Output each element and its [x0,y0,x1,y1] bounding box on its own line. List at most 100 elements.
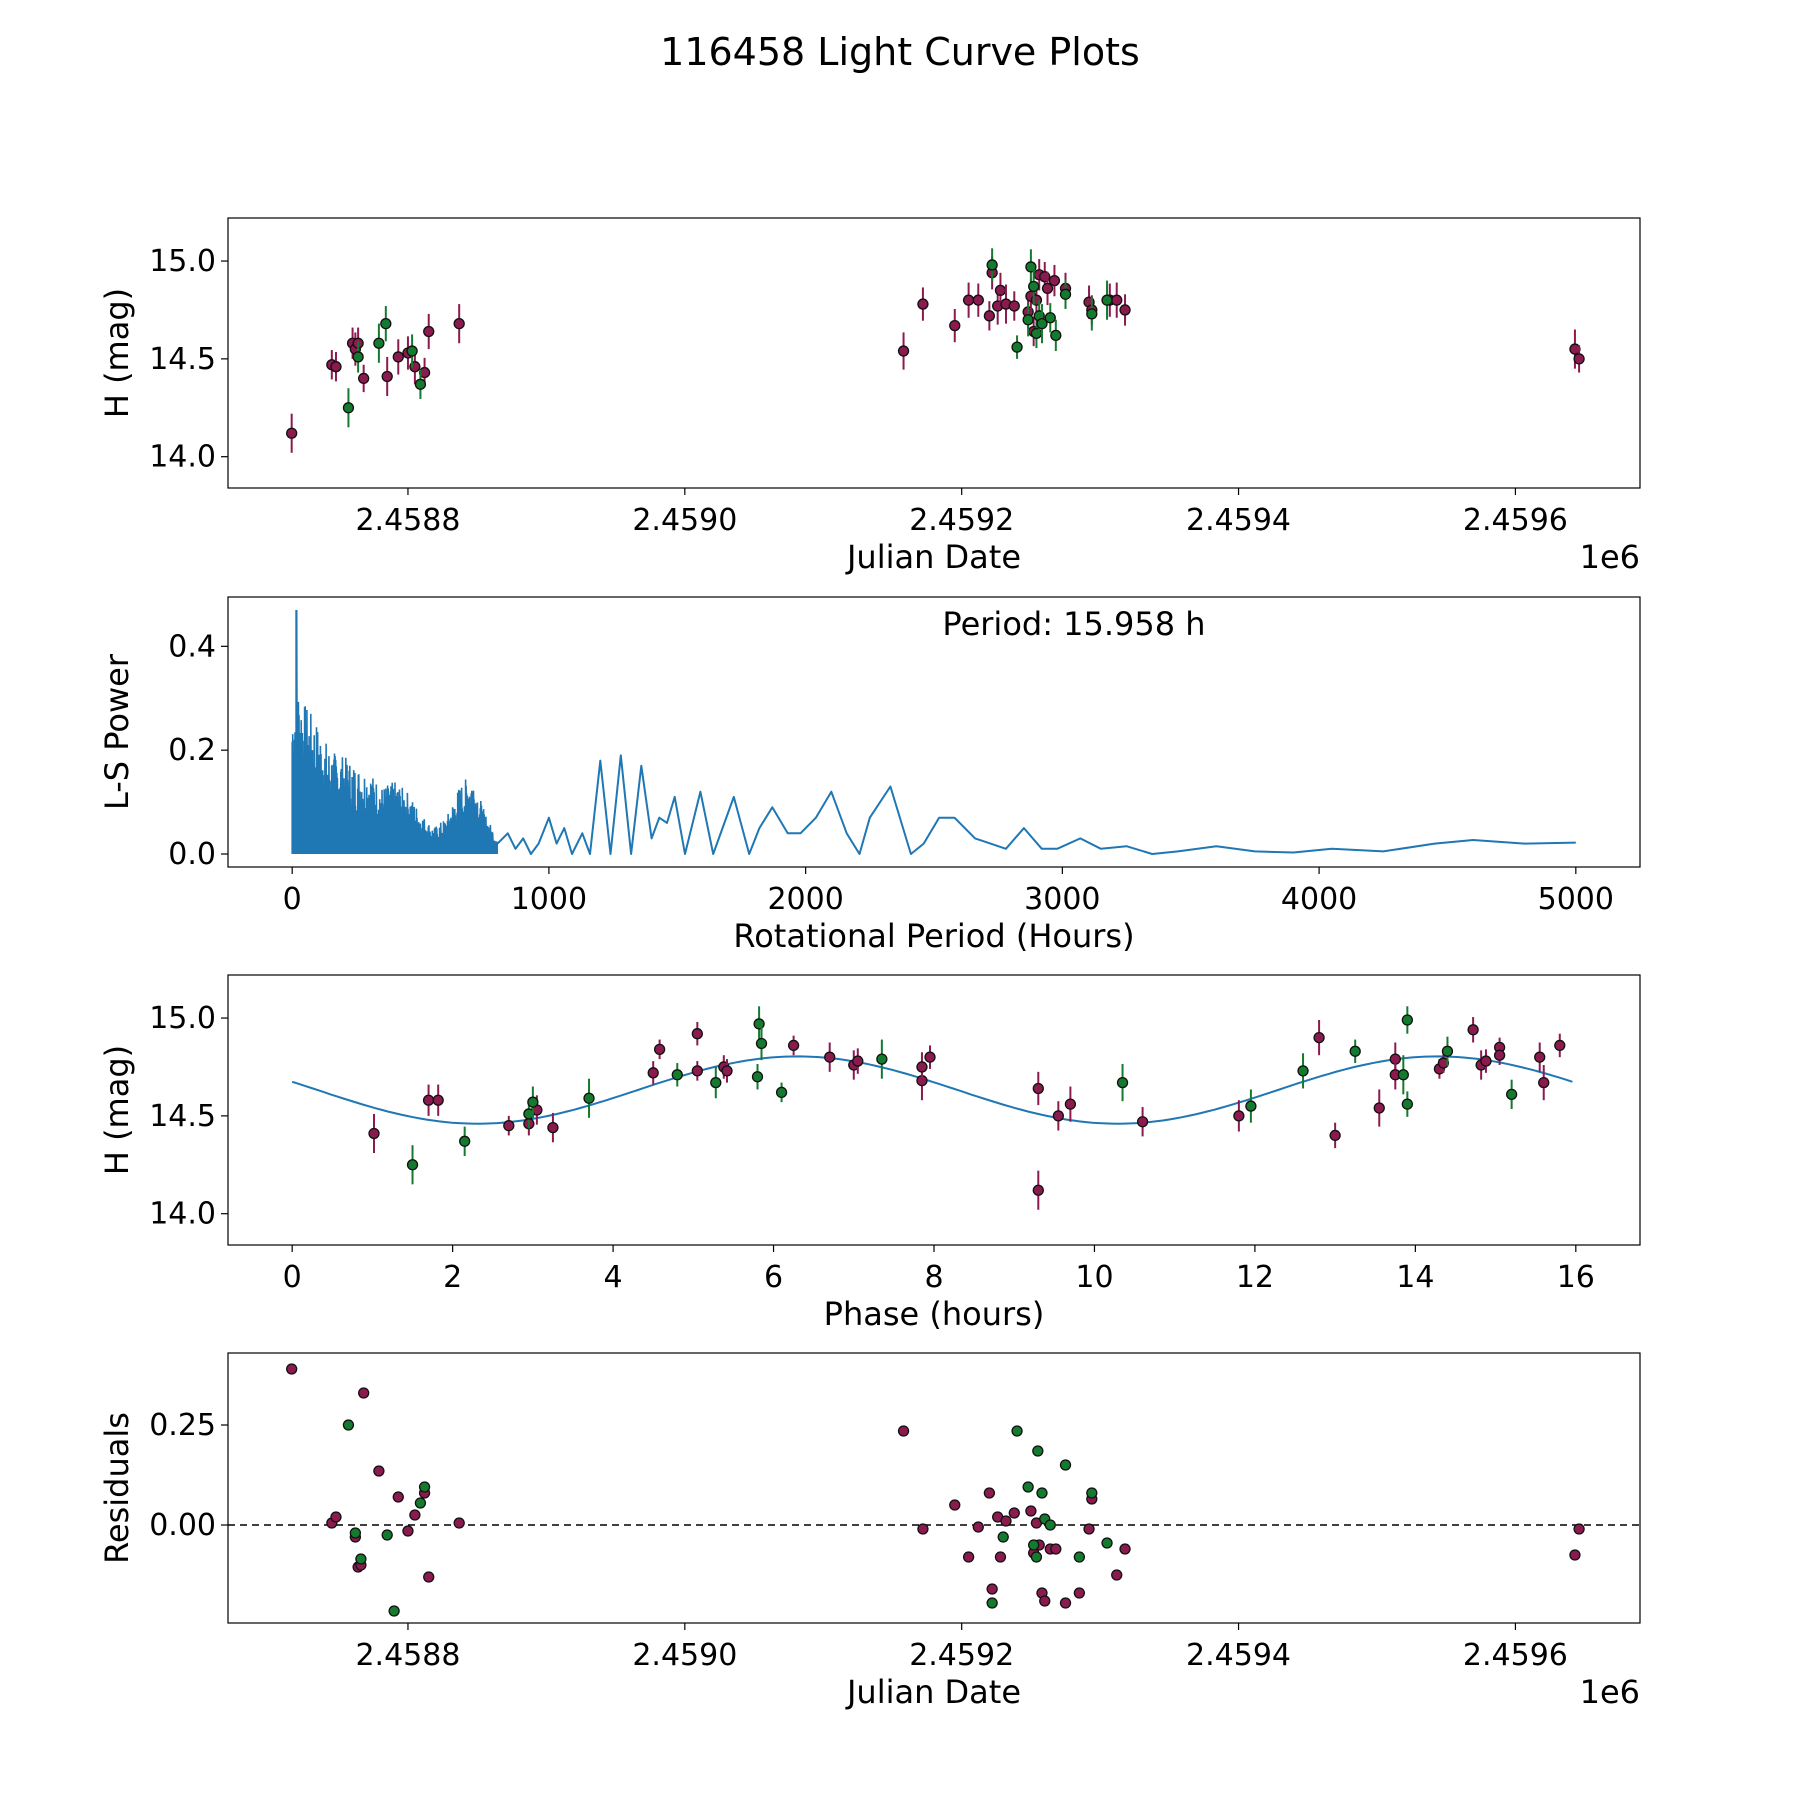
data-point [653,1043,666,1055]
x-tick-label: 4 [604,1260,623,1295]
x-tick-label: 4000 [1281,882,1357,917]
data-point [1233,1110,1245,1122]
data-point [286,427,298,439]
data-point [388,1605,400,1617]
data-point [1136,1116,1149,1128]
data-point [1041,282,1054,295]
data-point [368,1127,380,1140]
y-tick-label: 14.0 [149,440,216,475]
data-point [1480,1055,1492,1067]
x-tick-label: 8 [924,1260,943,1295]
data-point [330,1511,342,1523]
data-point [1111,1569,1123,1581]
data-point [1011,1425,1023,1437]
data-point [453,1517,465,1529]
x-axis-label: Phase (hours) [824,1295,1045,1333]
data-point [1101,294,1113,306]
x-tick-label: 10 [1075,1260,1113,1295]
data-point [373,337,385,349]
data-point [1044,312,1056,324]
x-tick-label: 2000 [767,882,843,917]
data-point [342,1419,355,1431]
data-point [583,1092,595,1104]
axes-frame [227,1352,1641,1624]
data-point [392,1491,404,1503]
x-tick-label: 2.4596 [1463,1638,1568,1673]
data-point [1044,1519,1056,1531]
y-tick-label: 0.0 [168,837,216,872]
data-point [381,370,393,383]
data-point [753,1018,765,1030]
data-point [1032,1082,1044,1095]
x-tick-label: 2.4594 [1186,503,1291,538]
x-tick-label: 2.4594 [1186,1638,1291,1673]
data-point [691,1065,703,1077]
data-point [406,345,418,357]
x-axis-label: Julian Date [845,538,1021,576]
data-point [358,1387,370,1399]
x-axis-label: Julian Date [845,1673,1021,1711]
data-point [1028,280,1040,293]
data-point [824,1051,836,1063]
data-point [547,1121,559,1134]
data-point [1373,1102,1385,1114]
data-point [1008,300,1020,312]
data-point [1569,1549,1581,1561]
data-point [1554,1039,1566,1052]
data-point [986,259,998,271]
data-point [994,1551,1007,1563]
period-annotation: Period: 15.958 h [942,605,1205,643]
data-point [406,1159,419,1171]
axes-frame [227,596,1641,868]
data-point [1000,1515,1012,1527]
data-point [1534,1051,1546,1063]
y-tick-label: 0.00 [149,1508,216,1543]
periodogram-spikes [291,609,498,855]
data-point [986,1597,998,1609]
data-point [402,1525,414,1537]
data-point [972,294,984,306]
data-point [1401,1014,1413,1026]
panel-lightcurve-julian-date: 2.4588 2.4590 2.4592 2.4594 2.4596 14.0 14.5 15… [98,217,1641,576]
data-point [1538,1076,1550,1089]
x-tick-label: 2.4590 [632,503,737,538]
data-point [453,318,465,330]
data-point [1050,329,1062,342]
data-point [1048,274,1061,287]
data-point [1008,1507,1020,1519]
data-point [1032,1184,1044,1196]
data-point [1036,1487,1048,1499]
data-point [418,1481,431,1493]
data-point [286,1363,298,1375]
data-point [983,310,996,322]
x-tick-label: 6 [764,1260,783,1295]
data-point [1111,294,1123,306]
data-point [897,345,910,357]
data-point [710,1076,722,1089]
data-point [1030,1551,1043,1563]
x-axis-label: Rotational Period (Hours) [733,917,1134,955]
data-point [775,1086,788,1099]
y-axis-label: H (mag) [98,288,136,418]
data-point [1573,353,1585,365]
x-tick-label: 2 [443,1260,462,1295]
data-point [1573,1523,1585,1535]
panel-phase-folded: 0 2 4 6 8 10 12 14 16 14.0 14.5 15.0 Phase (hours) H … [98,974,1641,1333]
data-point [1064,1098,1077,1110]
data-point [1059,1597,1072,1609]
data-point [527,1096,539,1108]
x-tick-label: 14 [1396,1260,1434,1295]
data-point [423,1571,435,1583]
y-tick-label: 0.4 [168,629,216,664]
data-point [1116,1076,1129,1089]
x-tick-label: 2.4592 [909,1638,1014,1673]
data-point [1022,1481,1034,1493]
data-point [330,361,342,373]
data-point [1505,1088,1518,1100]
panel-residuals: 2.4588 2.4590 2.4592 2.4594 2.4596 0.00 0.25 Ju… [98,1352,1641,1711]
data-point [852,1055,864,1067]
data-point [1401,1098,1413,1110]
data-point [392,351,404,363]
data-point [917,1523,929,1535]
y-axis-label: Residuals [98,1412,136,1564]
